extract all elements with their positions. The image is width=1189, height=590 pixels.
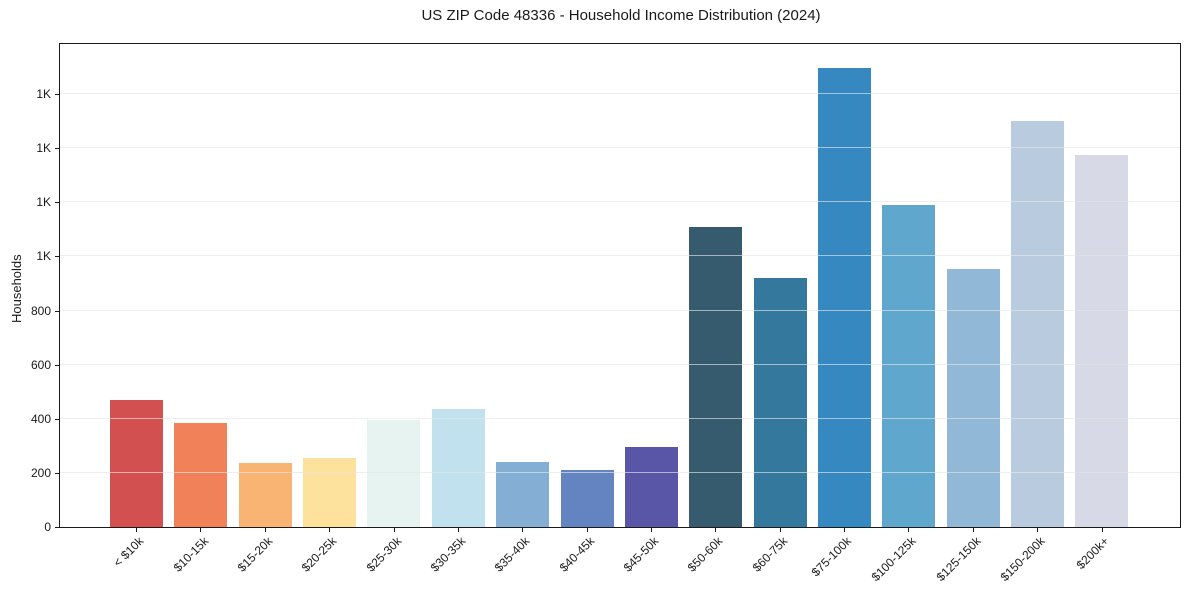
plot-area [59, 43, 1181, 528]
bar--150-200k [1011, 121, 1065, 527]
x-tick-mark [1037, 528, 1039, 532]
x-tick-mark [1101, 528, 1103, 532]
gridline [60, 417, 1180, 419]
bar--30-35k [431, 409, 485, 527]
x-tick-label: $30-35k [427, 534, 469, 575]
x-tick-label: $75-100k [809, 534, 855, 580]
bar--20-25k [303, 458, 357, 527]
y-tick-mark [55, 527, 59, 528]
x-tick-label: $100-125k [868, 534, 919, 585]
x-tick-mark [586, 528, 588, 532]
gridline [60, 201, 1180, 203]
x-tick-mark [779, 528, 781, 532]
y-tick-mark [55, 472, 59, 474]
x-tick-label: $40-45k [556, 534, 597, 575]
y-tick-mark [55, 94, 59, 96]
bar--100-125k [882, 205, 936, 527]
y-tick-mark [55, 256, 59, 258]
y-tick-label: 400 [30, 411, 51, 426]
x-tick-mark [972, 528, 974, 532]
x-tick-label: $35-40k [492, 534, 533, 575]
bar--35-40k [496, 462, 550, 527]
x-tick-label: < $10k [110, 534, 147, 570]
bar--50-60k [689, 226, 743, 527]
x-tick-mark [393, 528, 395, 532]
bar--10k [110, 399, 163, 527]
y-tick-mark [55, 418, 59, 420]
y-tick-label: 800 [30, 303, 51, 318]
y-tick-mark [55, 202, 59, 204]
x-tick-label: $125-150k [933, 534, 984, 585]
x-tick-mark [264, 528, 266, 532]
y-tick-label: 0 [44, 520, 51, 534]
y-tick-label: 1K [36, 141, 51, 156]
y-tick-mark [55, 148, 59, 150]
x-tick-label: $60-75k [749, 534, 791, 575]
bar--200k+ [1075, 154, 1129, 527]
y-tick-mark [55, 310, 59, 312]
x-tick-mark [457, 528, 459, 532]
bar--75-100k [818, 68, 872, 527]
x-tick-label: $45-50k [620, 534, 662, 575]
gridline [60, 93, 1180, 95]
bar--15-20k [238, 463, 292, 527]
bar--40-45k [560, 470, 614, 527]
x-tick-mark [136, 528, 137, 532]
y-tick-label: 1K [36, 249, 51, 264]
x-tick-mark [908, 528, 910, 532]
y-tick-mark [55, 364, 59, 366]
gridline [60, 147, 1180, 149]
gridline [60, 363, 1180, 365]
x-tick-label: $10-15k [170, 534, 211, 575]
x-tick-label: $200k+ [1073, 534, 1112, 572]
x-tick-label: $50-60k [685, 534, 726, 575]
gridline [60, 471, 1180, 473]
x-tick-label: $15-20k [234, 534, 276, 575]
x-tick-label: $150-200k [997, 534, 1048, 585]
bar--10-15k [174, 422, 228, 527]
x-tick-mark [200, 528, 202, 532]
gridline [60, 255, 1180, 257]
chart-title: US ZIP Code 48336 - Household Income Dis… [421, 7, 821, 24]
gridline [60, 309, 1180, 311]
x-tick-mark [650, 528, 652, 532]
x-tick-mark [522, 528, 524, 532]
y-tick-label: 600 [30, 357, 51, 372]
x-tick-mark [715, 528, 717, 532]
x-tick-mark [329, 528, 331, 532]
bar--60-75k [753, 278, 807, 527]
y-tick-label: 200 [30, 465, 51, 480]
y-tick-label: 1K [36, 195, 51, 210]
x-tick-label: $20-25k [298, 534, 340, 575]
bar--25-30k [367, 420, 421, 527]
x-tick-label: $25-30k [363, 534, 404, 575]
bar--125-150k [946, 268, 1000, 527]
bar--45-50k [624, 447, 678, 527]
y-tick-label: 1K [36, 87, 51, 102]
x-tick-mark [844, 528, 845, 532]
